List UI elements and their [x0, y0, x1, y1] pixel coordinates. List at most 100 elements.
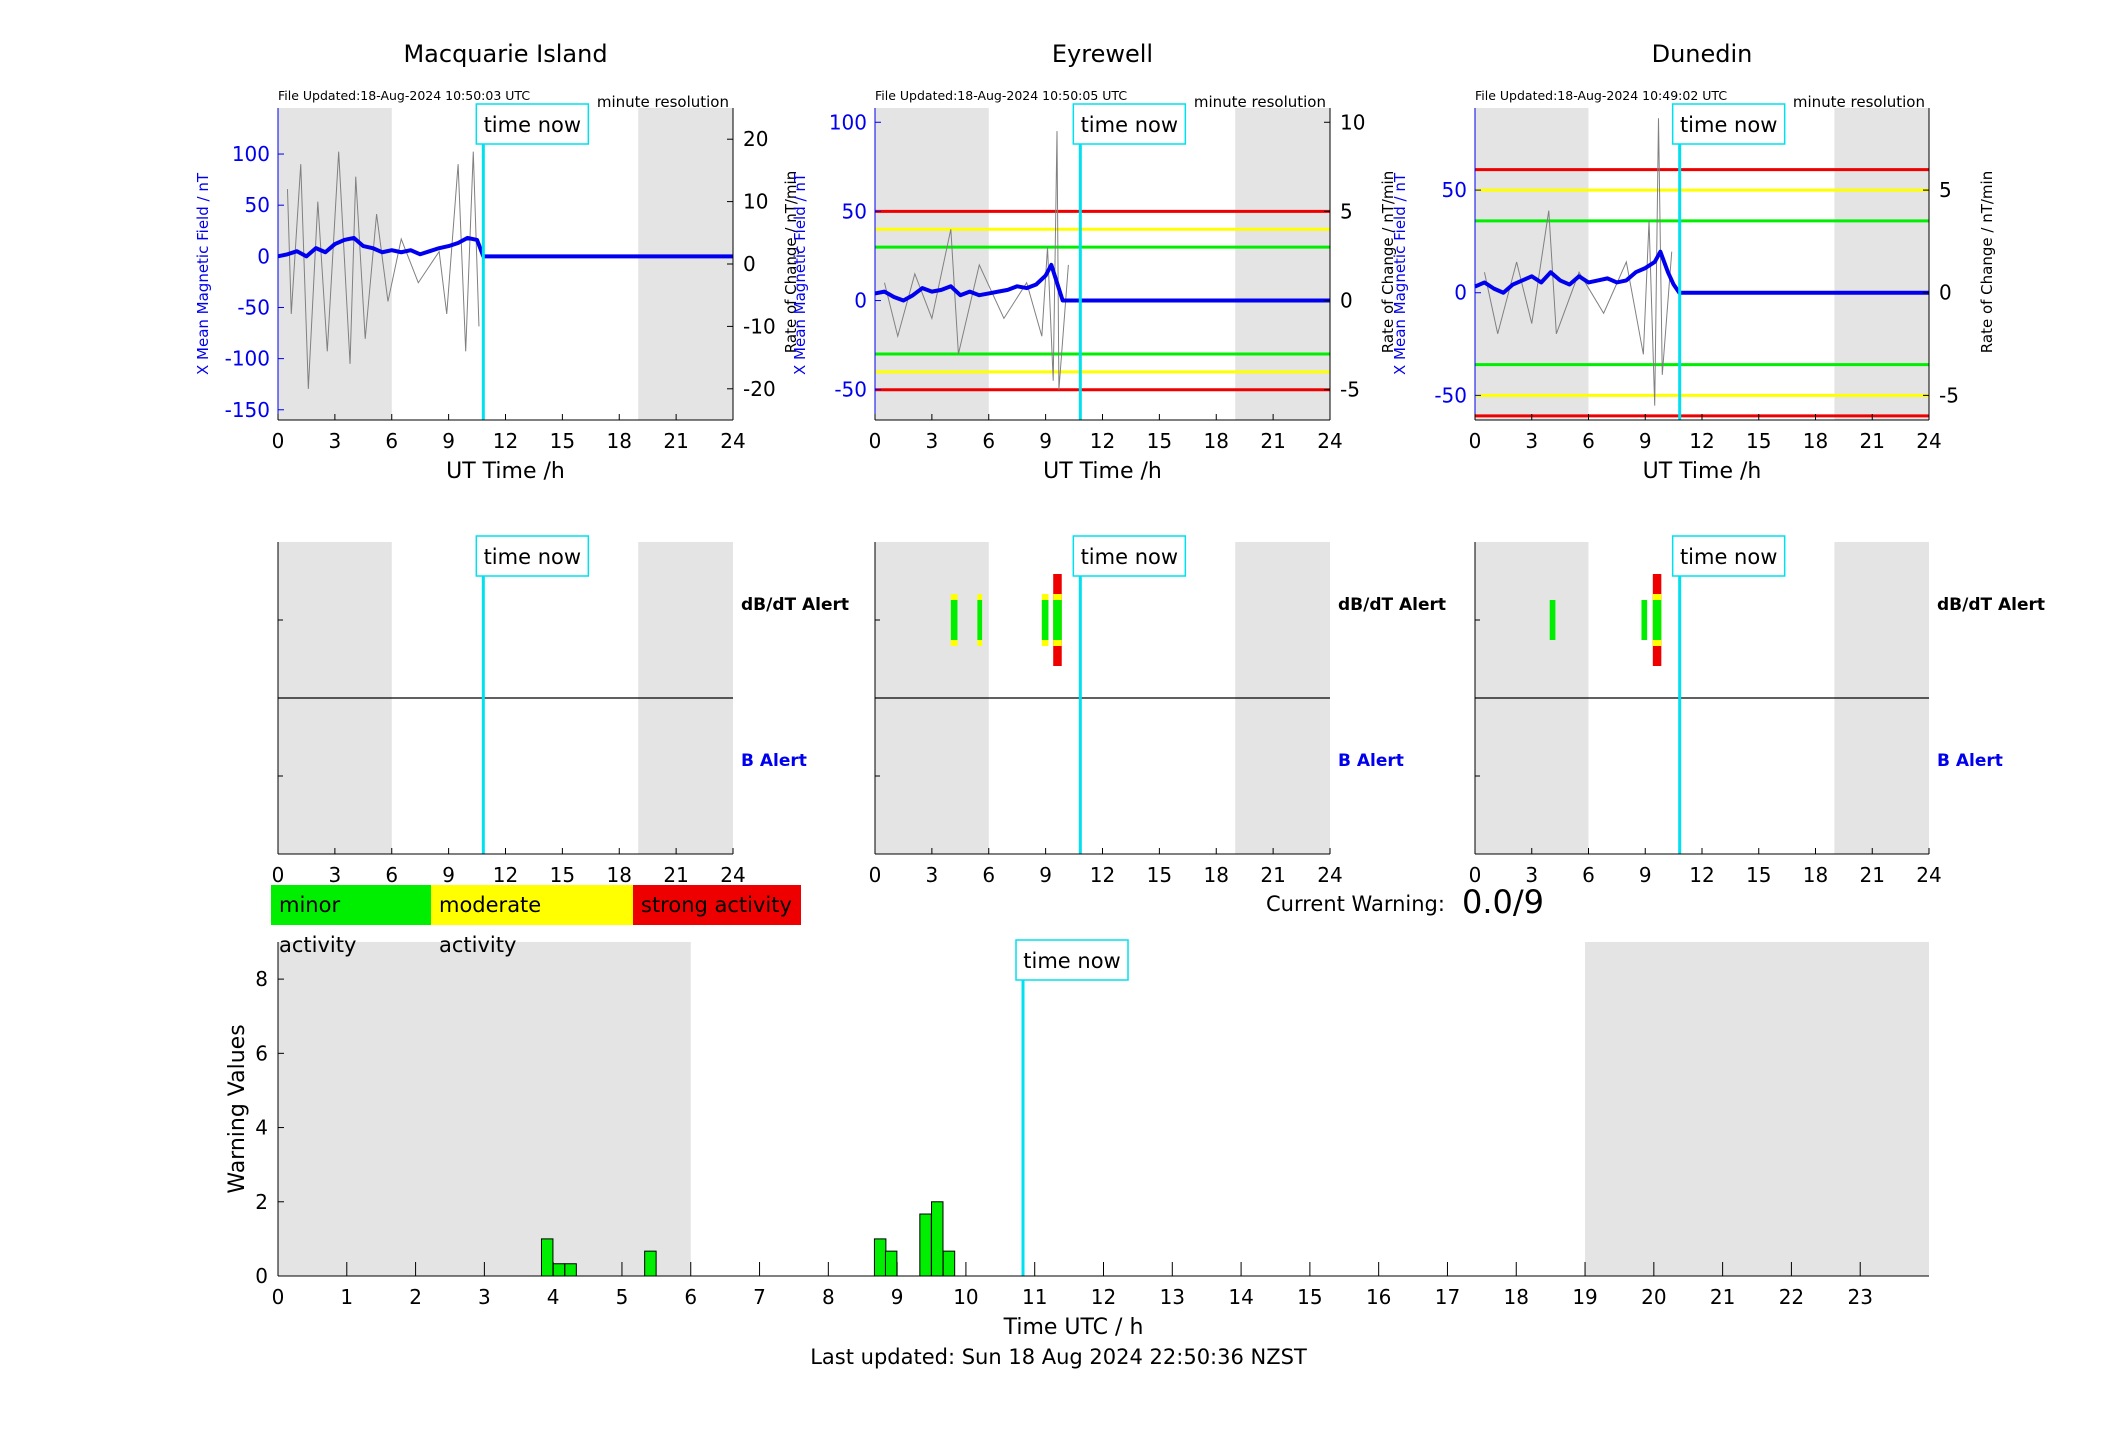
alert-x-tick-label: 3 — [926, 863, 939, 887]
x-tick-label: 3 — [926, 429, 939, 453]
legend-minor-activity: minor activity — [271, 885, 431, 957]
warning-bar — [552, 1263, 566, 1277]
x-tick-label: 6 — [982, 429, 995, 453]
night-shade — [875, 108, 989, 420]
y-tick-label-left: 0 — [854, 289, 867, 313]
y-tick-label: 4 — [255, 1116, 268, 1140]
x-axis-label: Time UTC / h — [1003, 1315, 1144, 1340]
dbdt-alert-label: dB/dT Alert — [1937, 595, 2045, 615]
y-tick-label: 2 — [255, 1190, 268, 1214]
file-updated: File Updated:18-Aug-2024 10:50:05 UTC — [875, 88, 1127, 103]
x-tick-label: 17 — [1435, 1285, 1460, 1309]
x-tick-label: 1 — [340, 1285, 353, 1309]
y-tick-label-right: 5 — [1939, 178, 1952, 202]
dbdt-alert-label: dB/dT Alert — [1338, 595, 1446, 615]
dbdt-alert-bar — [1041, 600, 1049, 640]
file-updated: File Updated:18-Aug-2024 10:50:03 UTC — [278, 88, 530, 103]
resolution-label: minute resolution — [1194, 93, 1326, 111]
time-now-label-box — [1015, 939, 1129, 981]
y-tick-label-right: 10 — [1340, 110, 1365, 134]
x-tick-label: 0 — [1469, 429, 1482, 453]
dbdt-alert-bar — [950, 600, 958, 640]
x-tick-label: 6 — [684, 1285, 697, 1309]
y-axis-label: Warning Values — [225, 1024, 250, 1193]
alert-time-now-label: time now — [1081, 545, 1178, 569]
file-updated: File Updated:18-Aug-2024 10:49:02 UTC — [1475, 88, 1727, 103]
night-shade — [278, 942, 691, 1276]
night-shade — [1834, 108, 1929, 420]
alert-x-tick-label: 18 — [607, 863, 632, 887]
y-tick-label-left: 0 — [1454, 281, 1467, 305]
x-axis-label: UT Time /h — [1643, 459, 1762, 484]
y-tick-label-right: 5 — [1340, 199, 1353, 223]
alert-x-tick-label: 9 — [442, 863, 455, 887]
current-warning-value: 0.0/9 — [1462, 883, 1545, 921]
station-title: Eyrewell — [1052, 40, 1153, 68]
warning-bar — [931, 1201, 944, 1277]
y-tick-label: 8 — [255, 967, 268, 991]
y-axis-label-right: Rate of Change / nT/min — [1379, 171, 1397, 353]
dbdt-alert-bar — [1641, 600, 1648, 640]
x-tick-label: 20 — [1641, 1285, 1666, 1309]
x-axis-label: UT Time /h — [446, 459, 565, 484]
time-now-label: time now — [1680, 113, 1777, 137]
y-tick-label-right: 0 — [743, 252, 756, 276]
alert-x-tick-label: 12 — [1090, 863, 1115, 887]
y-tick-label: 0 — [255, 1264, 268, 1288]
warning-bar — [644, 1250, 657, 1277]
time-now-label: time now — [1081, 113, 1178, 137]
y-tick-label-left: 50 — [245, 193, 270, 217]
x-tick-label: 23 — [1847, 1285, 1872, 1309]
dbdt-alert-bar — [1549, 600, 1556, 640]
x-tick-label: 0 — [272, 429, 285, 453]
b-alert-label: B Alert — [1338, 751, 1404, 771]
x-tick-label: 9 — [1639, 429, 1652, 453]
x-tick-label: 18 — [1504, 1285, 1529, 1309]
alert-x-tick-label: 24 — [1317, 863, 1342, 887]
current-warning-label: Current Warning: — [1266, 892, 1445, 916]
x-tick-label: 24 — [720, 429, 745, 453]
warning-bar — [873, 1238, 887, 1277]
y-tick-label-left: 0 — [257, 244, 270, 268]
night-shade — [638, 108, 733, 420]
night-shade — [1475, 108, 1589, 420]
x-tick-label: 3 — [1525, 429, 1538, 453]
alert-time-now-label: time now — [484, 545, 581, 569]
time-now-label: time now — [484, 113, 581, 137]
alert-x-tick-label: 21 — [663, 863, 688, 887]
legend-strong-activity: strong activity — [633, 885, 801, 925]
warning-bar — [919, 1213, 932, 1277]
alert-x-tick-label: 15 — [1147, 863, 1172, 887]
alert-x-tick-label: 0 — [869, 863, 882, 887]
y-tick-label-left: 100 — [232, 142, 270, 166]
y-tick-label-right: 0 — [1939, 281, 1952, 305]
warning-bar — [942, 1250, 956, 1277]
x-tick-label: 4 — [547, 1285, 560, 1309]
alert-x-tick-label: 9 — [1639, 863, 1652, 887]
y-tick-label-left: -50 — [1434, 383, 1467, 407]
time-now-label-box — [1671, 103, 1786, 145]
alert-time-now-label-box — [1671, 535, 1786, 577]
x-tick-label: 9 — [891, 1285, 904, 1309]
x-tick-label: 12 — [1090, 429, 1115, 453]
night-shade — [1585, 942, 1929, 1276]
y-tick-label-right: -20 — [743, 377, 776, 401]
warning-bar — [884, 1250, 898, 1277]
station-panel-2: Dunedin File Updated:18-Aug-2024 10:49:02… — [1391, 40, 2045, 887]
y-axis-label-right: Rate of Change / nT/min — [782, 171, 800, 353]
x-tick-label: 3 — [329, 429, 342, 453]
alert-x-tick-label: 15 — [550, 863, 575, 887]
station-title: Dunedin — [1652, 40, 1753, 68]
station-title: Macquarie Island — [403, 40, 607, 68]
dbdt-alert-bar — [1053, 600, 1062, 640]
alert-x-tick-label: 18 — [1204, 863, 1229, 887]
x-tick-label: 18 — [1803, 429, 1828, 453]
station-panel-1: Eyrewell File Updated:18-Aug-2024 10:50:0… — [791, 40, 1446, 887]
activity-legend: minor activity moderate activity strong … — [271, 885, 801, 957]
x-tick-label: 9 — [442, 429, 455, 453]
x-mean-series — [1474, 249, 1929, 295]
alert-x-tick-label: 3 — [1525, 863, 1538, 887]
x-tick-label: 21 — [1260, 429, 1285, 453]
x-tick-label: 6 — [1582, 429, 1595, 453]
